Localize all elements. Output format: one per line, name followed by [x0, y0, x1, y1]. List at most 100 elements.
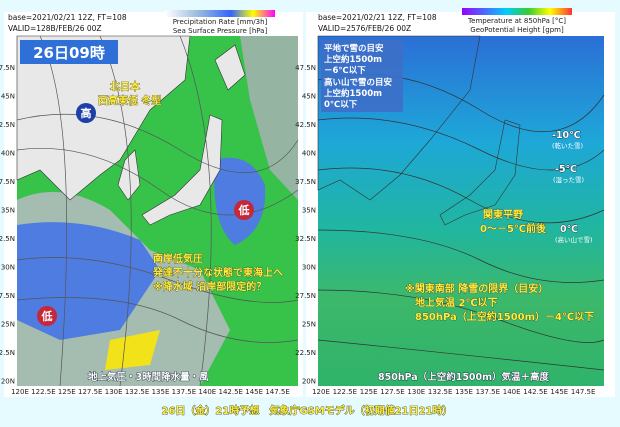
annotation: 850hPa（上空約1500m）－4℃以下 — [415, 310, 594, 323]
isobars — [16, 35, 299, 387]
temp-label: -10℃ — [552, 130, 581, 141]
lon-label: 120E — [11, 388, 29, 396]
low-label: 低 — [41, 309, 53, 323]
lon-label: 122.5E — [31, 388, 55, 396]
lon-label: 140E — [198, 388, 216, 396]
lon-label: 147.5E — [265, 388, 289, 396]
lon-label: 130E — [105, 388, 123, 396]
guide-box — [321, 40, 403, 112]
time-badge: 26日09時 — [33, 44, 105, 62]
land — [214, 44, 246, 91]
guide-text: 高い山で雪の目安 — [324, 77, 393, 88]
low-marker — [234, 200, 254, 220]
temp-note: (乾いた雪) — [552, 141, 583, 150]
annotation: ※降水域 沿岸部限定的？ — [153, 280, 266, 293]
lat-label: 37.5N — [295, 178, 316, 186]
low-marker — [37, 306, 57, 326]
lon-label: 145E — [550, 388, 568, 396]
legend-title: Precipitation Rate [mm/3h] — [173, 18, 268, 26]
land — [141, 114, 223, 226]
lon-label: 132.5E — [125, 388, 149, 396]
lon-label: 142.5E — [523, 388, 547, 396]
lat-label: 35N — [1, 207, 15, 215]
temp-label: -5℃ — [555, 164, 577, 175]
guide-text: 上空約1500m — [324, 88, 382, 99]
lon-label: 120E — [312, 388, 330, 396]
lat-label: 25N — [1, 321, 15, 329]
annotation: 北日本 — [110, 80, 141, 93]
lat-label: 30N — [1, 264, 15, 272]
annotation: 南岸低気圧 — [153, 252, 203, 265]
lon-label: 135E — [455, 388, 473, 396]
valid-label: VALID=128B/FEB/26 00Z — [8, 24, 102, 33]
annotation: 0～－5℃前後 — [480, 222, 547, 235]
lat-label: 32.5N — [0, 235, 15, 243]
lon-label: 122.5E — [333, 388, 357, 396]
panel-footer: 地上気圧・3時間降水量・風 — [88, 371, 209, 383]
lon-label: 142.5E — [219, 388, 243, 396]
lon-label: 130E — [407, 388, 425, 396]
lon-label: 140E — [503, 388, 521, 396]
valid-label: VALID=2576/FEB/26 00Z — [318, 24, 411, 33]
lat-label: 27.5N — [295, 292, 316, 300]
base-label: base=2021/02/21 12Z, FT=108 — [8, 13, 127, 22]
temp-note: (湿った雪) — [553, 175, 584, 184]
guide-text: 0℃以下 — [324, 100, 358, 110]
lat-label: 20N — [1, 378, 15, 386]
lon-label: 132.5E — [428, 388, 452, 396]
annotation: 地上気温 2℃以下 — [415, 296, 498, 309]
lon-label: 127.5E — [380, 388, 404, 396]
base-label: base=2021/02/21 12Z, FT=108 — [318, 13, 437, 22]
lon-label: 137.5E — [476, 388, 500, 396]
lat-label: 30N — [302, 264, 316, 272]
panel-footer: 850hPa（上空約1500m）気温＋高度 — [378, 371, 550, 383]
legend-title: Sea Surface Pressure [hPa] — [173, 27, 268, 35]
cloud-area — [240, 36, 298, 200]
land — [117, 149, 141, 201]
annotation: ※関東南部 降雪の限界（目安） — [405, 282, 548, 295]
temp-label: 0℃ — [560, 224, 578, 235]
lat-label: 47.5N — [295, 64, 316, 72]
lat-label: 27.5N — [0, 292, 15, 300]
lat-label: 35N — [302, 207, 316, 215]
lat-label: 42.5N — [295, 121, 316, 129]
land-outline — [317, 35, 481, 201]
legend-bar — [165, 10, 275, 17]
legend-title: Temperature at 850hPa [°C] — [467, 17, 566, 25]
lon-label: 125E — [58, 388, 76, 396]
lat-label: 47.5N — [0, 64, 15, 72]
lon-label: 147.5E — [571, 388, 595, 396]
lon-label: 127.5E — [78, 388, 102, 396]
lat-label: 22.5N — [295, 349, 316, 357]
lat-label: 40N — [1, 150, 15, 158]
guide-text: －6℃以下 — [324, 66, 366, 76]
precip-heavy — [105, 330, 160, 370]
caption: 26日（金）21時予想 気象庁GSMモデル（初期値21日21時） — [161, 404, 452, 417]
legend-title: GeoPotential Height [gpm] — [470, 26, 564, 34]
low-label: 低 — [238, 203, 250, 217]
guide-text: 上空約1500m — [324, 54, 382, 65]
lat-label: 45N — [302, 93, 316, 101]
high-label: 高 — [81, 106, 92, 120]
annotation: 関東平野 — [483, 208, 523, 221]
contours — [317, 73, 605, 371]
temp-note: (高い山で雪) — [555, 235, 593, 244]
guide-text: 平地で雪の目安 — [324, 43, 384, 54]
lat-label: 32.5N — [295, 235, 316, 243]
lat-label: 20N — [302, 378, 316, 386]
lat-label: 37.5N — [0, 178, 15, 186]
lon-label: 145E — [245, 388, 263, 396]
lon-label: 125E — [360, 388, 378, 396]
lat-label: 42.5N — [0, 121, 15, 129]
land-outline — [439, 119, 521, 226]
lon-label: 135E — [152, 388, 170, 396]
time-badge-box — [20, 40, 118, 64]
lat-label: 25N — [302, 321, 316, 329]
high-marker — [76, 103, 96, 123]
annotation: 発達不十分な状態で東海上へ — [152, 266, 283, 279]
legend-bar — [462, 8, 572, 15]
lat-label: 40N — [302, 150, 316, 158]
lat-label: 22.5N — [0, 349, 15, 357]
annotation: 西高東低 冬型 — [98, 94, 161, 107]
